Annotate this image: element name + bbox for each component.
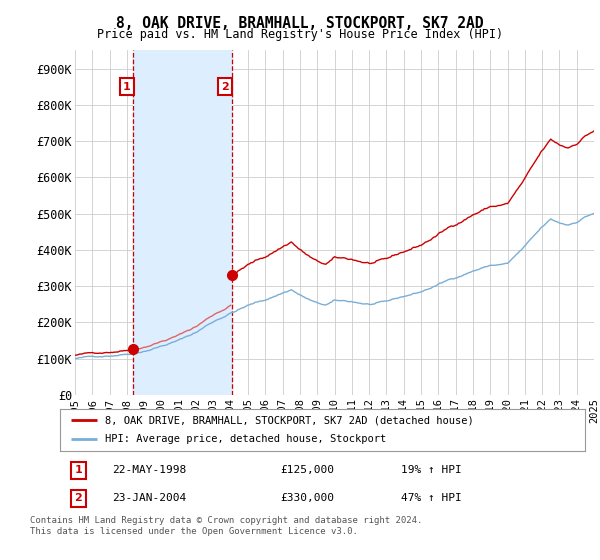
Text: 19% ↑ HPI: 19% ↑ HPI xyxy=(401,465,462,475)
Text: 8, OAK DRIVE, BRAMHALL, STOCKPORT, SK7 2AD: 8, OAK DRIVE, BRAMHALL, STOCKPORT, SK7 2… xyxy=(116,16,484,31)
Text: HPI: Average price, detached house, Stockport: HPI: Average price, detached house, Stoc… xyxy=(104,435,386,445)
Text: 1: 1 xyxy=(74,465,82,475)
Text: 22-MAY-1998: 22-MAY-1998 xyxy=(113,465,187,475)
Bar xyxy=(133,50,232,395)
Text: 47% ↑ HPI: 47% ↑ HPI xyxy=(401,493,462,503)
Text: 23-JAN-2004: 23-JAN-2004 xyxy=(113,493,187,503)
Text: 2: 2 xyxy=(221,82,229,92)
Text: £125,000: £125,000 xyxy=(281,465,335,475)
Text: £330,000: £330,000 xyxy=(281,493,335,503)
Text: Contains HM Land Registry data © Crown copyright and database right 2024.
This d: Contains HM Land Registry data © Crown c… xyxy=(30,516,422,536)
Text: 2: 2 xyxy=(74,493,82,503)
Text: Price paid vs. HM Land Registry's House Price Index (HPI): Price paid vs. HM Land Registry's House … xyxy=(97,28,503,41)
Text: 8, OAK DRIVE, BRAMHALL, STOCKPORT, SK7 2AD (detached house): 8, OAK DRIVE, BRAMHALL, STOCKPORT, SK7 2… xyxy=(104,415,473,425)
Text: 1: 1 xyxy=(123,82,131,92)
